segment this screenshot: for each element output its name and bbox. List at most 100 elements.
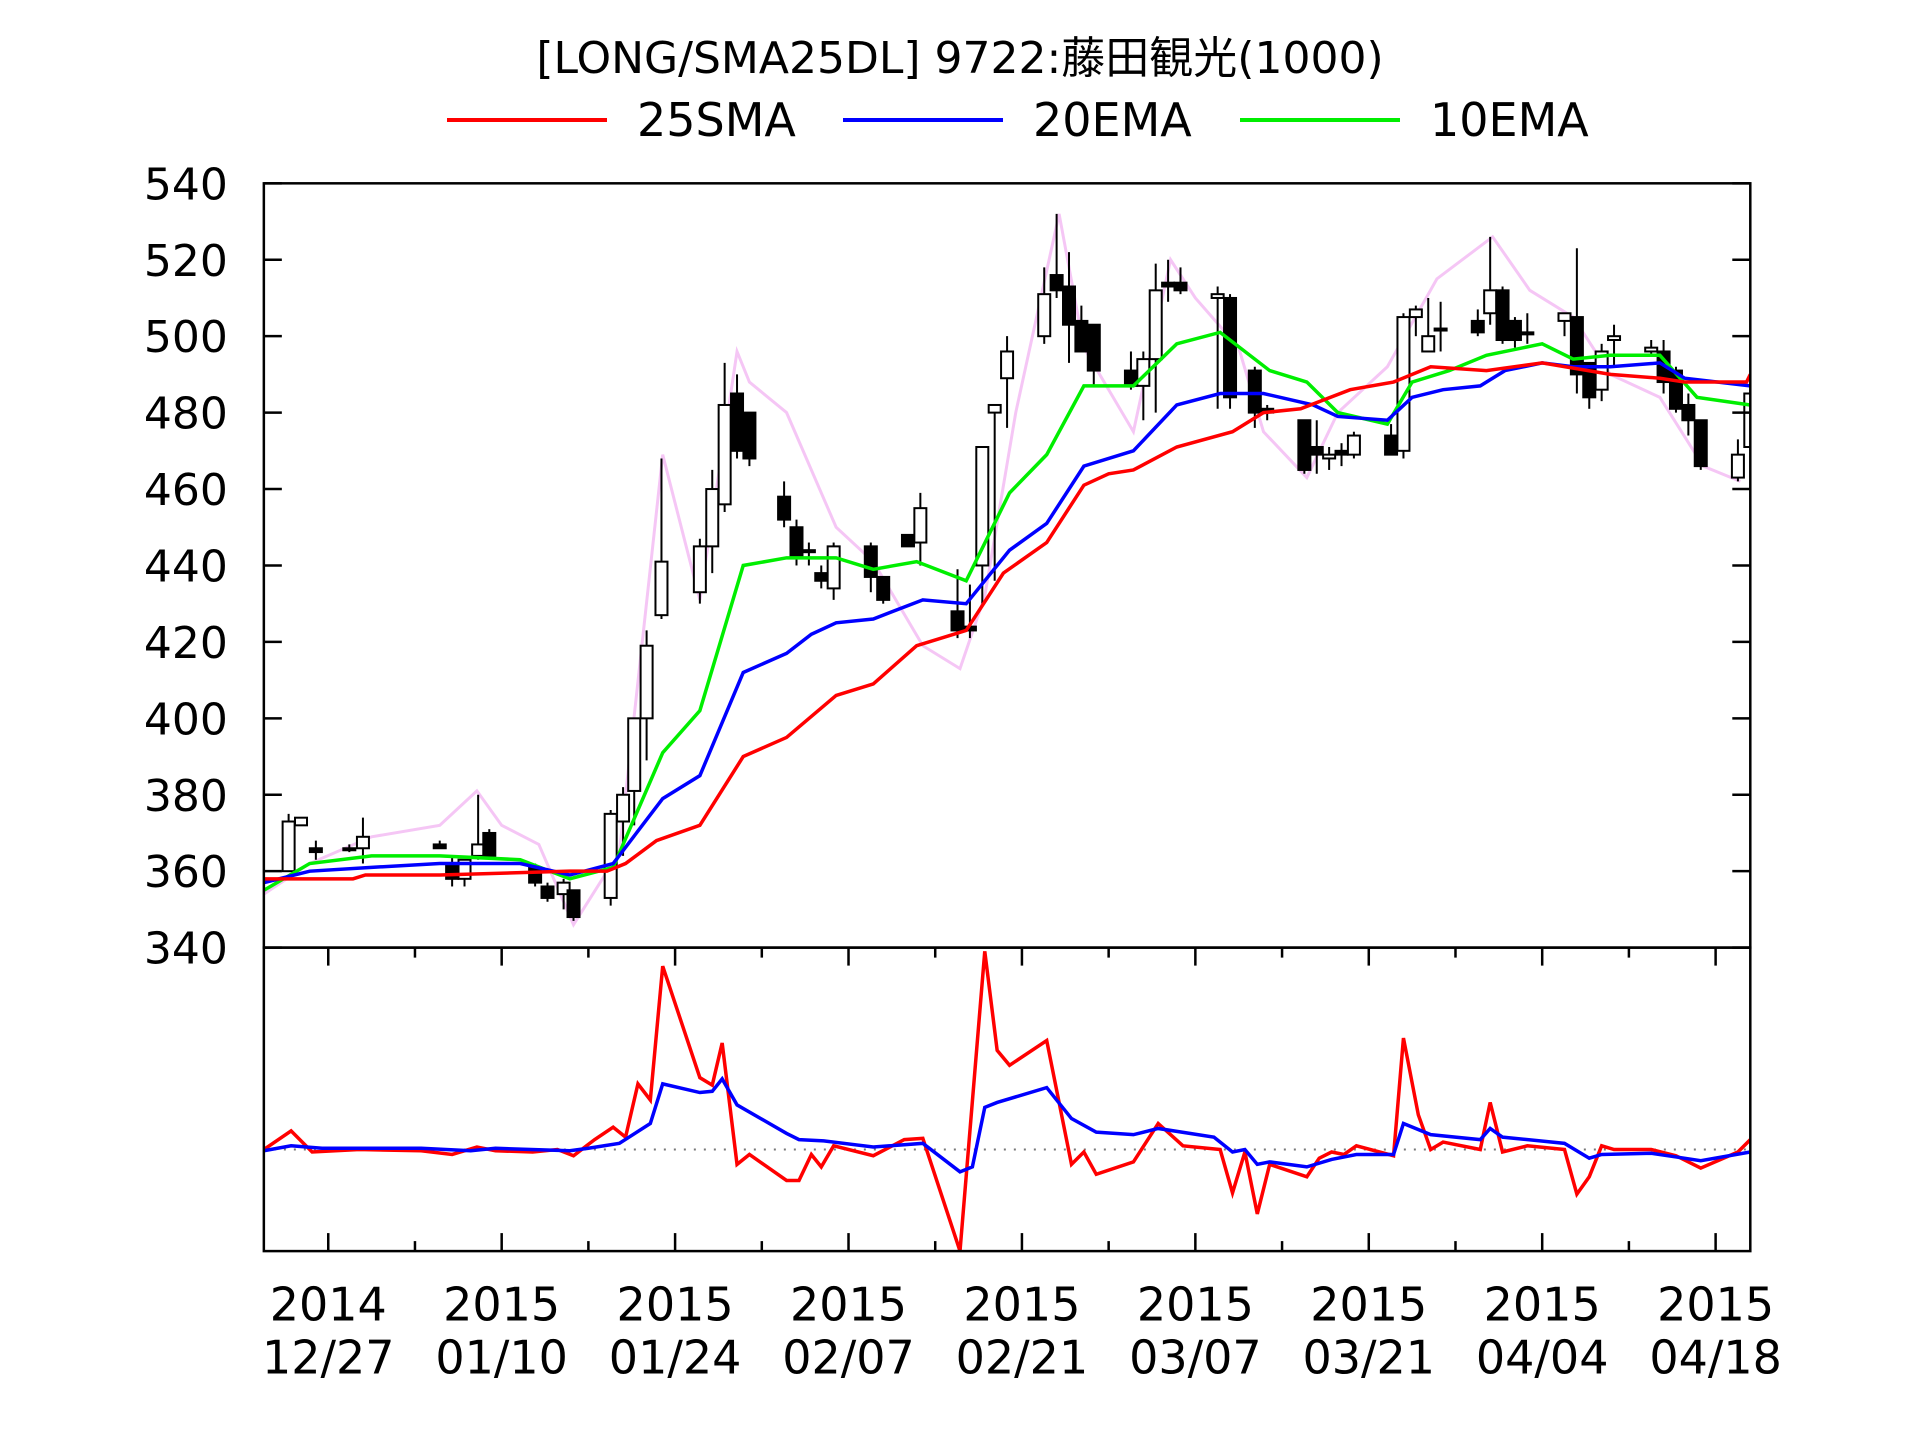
candle-up — [639, 644, 654, 720]
candle-down — [482, 831, 497, 857]
upper-plot-area — [263, 213, 1751, 928]
candle-down — [863, 545, 878, 578]
y-tick-label: 440 — [144, 541, 228, 592]
upper-panel — [263, 213, 1751, 928]
legend-label-25sma: 25SMA — [637, 93, 796, 147]
candle-up — [1520, 331, 1535, 336]
candle-up — [355, 835, 370, 850]
y-tick-label: 380 — [144, 771, 228, 822]
y-tick-label: 500 — [144, 312, 228, 363]
candle-up — [1557, 312, 1572, 322]
x-tick-year: 2014 — [270, 1277, 387, 1331]
x-tick-date: 04/18 — [1649, 1331, 1782, 1385]
x-tick-date: 01/24 — [609, 1331, 742, 1385]
x-tick-date: 01/10 — [435, 1331, 568, 1385]
candle-down — [1507, 319, 1522, 342]
candle-down — [1681, 403, 1696, 422]
y-tick-label: 360 — [144, 847, 228, 898]
legend-item-25sma: 25SMA — [447, 90, 796, 150]
candle-down — [900, 533, 915, 548]
x-tick-date: 02/07 — [782, 1331, 915, 1385]
candle-up — [913, 507, 928, 544]
ema20-deviation-line — [263, 1075, 1751, 1174]
y-tick-label: 520 — [144, 236, 228, 287]
10ema-line — [263, 330, 1751, 892]
25sma-line — [263, 361, 1751, 881]
y-tick-label: 480 — [144, 389, 228, 440]
candle-down — [814, 572, 829, 582]
candle-up — [717, 403, 732, 506]
y-tick-label: 420 — [144, 618, 228, 669]
20ema-line — [263, 361, 1751, 885]
candle-up — [1000, 350, 1015, 380]
legend-item-10ema: 10EMA — [1240, 90, 1589, 150]
candle-up — [627, 717, 642, 792]
x-tick-date: 02/21 — [956, 1331, 1089, 1385]
candle-down — [1062, 285, 1077, 326]
candle-up — [826, 545, 841, 590]
candle-up — [342, 847, 357, 852]
candle-down — [1384, 434, 1399, 456]
x-tick-year: 2015 — [963, 1277, 1080, 1331]
candle-up — [801, 549, 816, 554]
x-tick-year: 2015 — [443, 1277, 560, 1331]
legend: 25SMA 20EMA 10EMA — [0, 90, 1920, 150]
candle-up — [1210, 293, 1225, 299]
lower-frame — [262, 946, 1752, 1253]
candle-down — [1309, 446, 1324, 456]
legend-swatch-25sma — [447, 118, 607, 122]
legend-swatch-10ema — [1240, 118, 1400, 122]
candle-down — [308, 847, 323, 854]
candle-up — [1644, 346, 1659, 353]
legend-label-20ema: 20EMA — [1033, 93, 1192, 147]
candle-up — [1730, 453, 1745, 479]
candle-down — [742, 411, 757, 460]
candle-up — [654, 560, 669, 617]
candle-up — [692, 545, 707, 594]
candle-down — [1334, 449, 1349, 456]
candle-up — [1396, 316, 1411, 452]
candle-down — [730, 392, 745, 452]
candle-down — [1173, 281, 1188, 292]
x-tick-year: 2015 — [617, 1277, 734, 1331]
candle-down — [1074, 319, 1089, 353]
candle-down — [566, 889, 581, 919]
legend-label-10ema: 10EMA — [1430, 93, 1589, 147]
candle-down — [876, 575, 891, 601]
x-tick-date: 12/27 — [262, 1331, 395, 1385]
candle-up — [1037, 293, 1052, 338]
candle-up — [1148, 289, 1163, 361]
candle-up — [1408, 308, 1423, 319]
y-tick-label: 400 — [144, 694, 228, 745]
x-tick-year: 2015 — [1137, 1277, 1254, 1331]
candle-down — [1470, 319, 1485, 334]
candle-up — [294, 816, 309, 827]
x-tick-date: 04/04 — [1476, 1331, 1609, 1385]
x-tick-date: 03/07 — [1129, 1331, 1262, 1385]
candle-down — [432, 843, 447, 850]
candle-down — [1223, 296, 1238, 399]
x-tick-date: 03/21 — [1302, 1331, 1435, 1385]
candle-down — [1049, 274, 1064, 292]
candle-up — [1483, 289, 1498, 315]
candle-up — [1607, 335, 1622, 342]
candle-down — [540, 885, 555, 899]
lower-plot-area — [263, 951, 1751, 1252]
candle-down — [1086, 323, 1101, 372]
x-tick-year: 2015 — [790, 1277, 907, 1331]
y-tick-label: 540 — [144, 159, 228, 210]
legend-swatch-20ema — [843, 118, 1003, 122]
legend-item-20ema: 20EMA — [843, 90, 1192, 150]
candle-down — [789, 526, 804, 559]
envelope-line — [263, 213, 1741, 928]
y-tick-label: 460 — [144, 465, 228, 516]
candle-up — [1433, 327, 1448, 332]
candle-up — [1346, 434, 1361, 456]
axes: 340 360 380 400 420 440 460 480 500 520 540 201412/… — [144, 159, 1782, 1384]
x-tick-year: 2015 — [1657, 1277, 1774, 1331]
candle-up — [1322, 453, 1337, 460]
candle-down — [1495, 289, 1510, 342]
candle-up — [281, 820, 296, 873]
candle-up — [705, 488, 720, 548]
